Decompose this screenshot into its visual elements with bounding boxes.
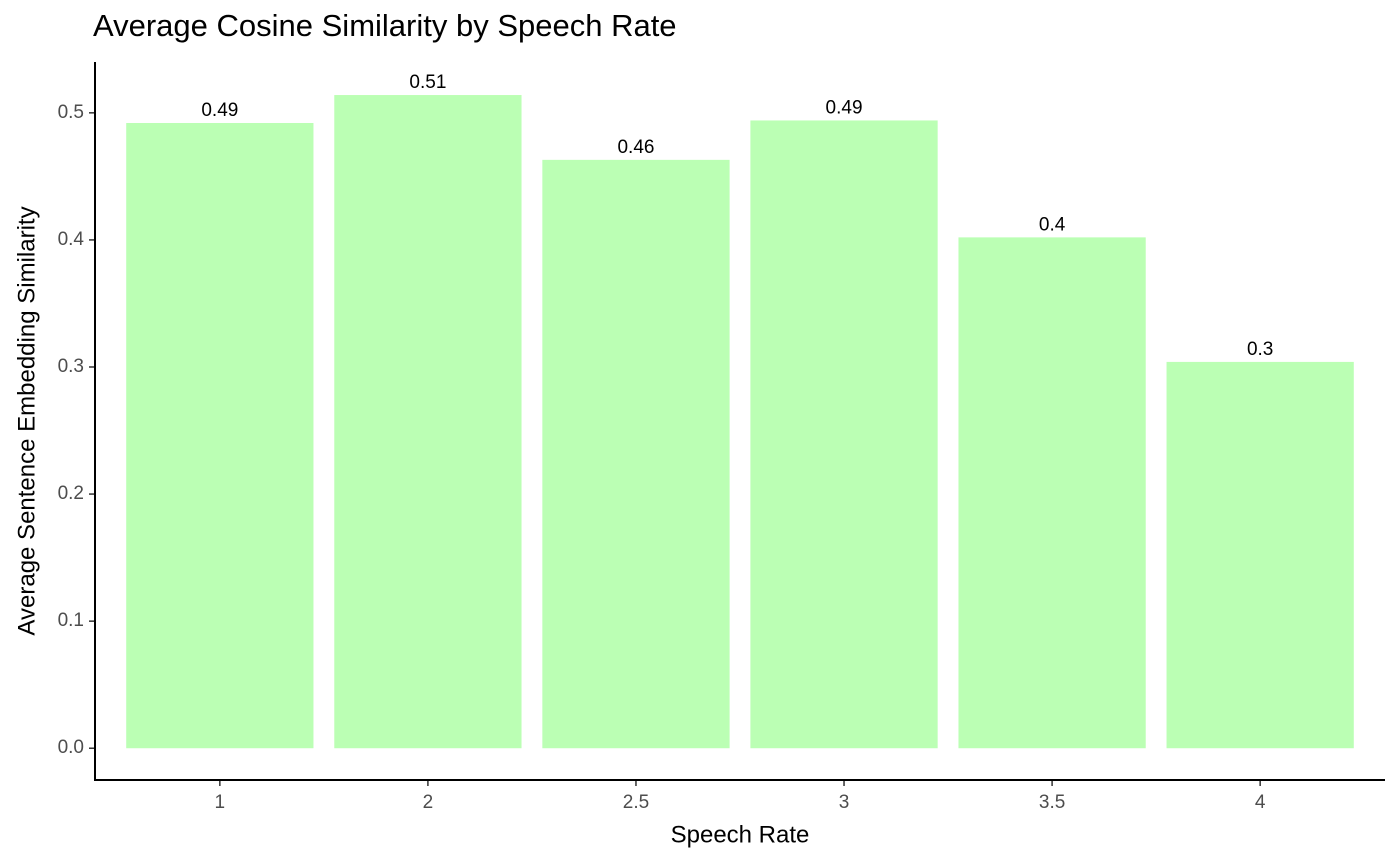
x-tick-label: 4 <box>1255 792 1266 813</box>
x-tick-label: 3.5 <box>1039 792 1065 813</box>
bar <box>958 237 1146 749</box>
chart-title: Average Cosine Similarity by Speech Rate <box>93 8 677 43</box>
value-label: 0.51 <box>409 72 446 93</box>
value-label: 0.4 <box>1039 214 1066 235</box>
y-tick-label: 0.1 <box>58 610 84 631</box>
x-tick-label: 2 <box>423 792 434 813</box>
bar <box>1166 361 1354 749</box>
y-tick-label: 0.5 <box>58 102 84 123</box>
y-tick-label: 0.4 <box>58 229 85 250</box>
y-tick-label: 0.2 <box>58 483 84 504</box>
x-axis-title: Speech Rate <box>671 821 810 848</box>
bar <box>750 120 938 749</box>
bar <box>542 159 730 749</box>
x-tick-label: 1 <box>215 792 226 813</box>
x-tick-label: 3 <box>839 792 850 813</box>
y-axis-title: Average Sentence Embedding Similarity <box>13 206 40 635</box>
value-label: 0.46 <box>617 137 654 158</box>
x-tick-label: 2.5 <box>623 792 649 813</box>
y-tick-label: 0.0 <box>58 737 84 758</box>
bar <box>334 95 522 749</box>
bar <box>126 122 314 749</box>
value-label: 0.3 <box>1247 339 1273 360</box>
value-label: 0.49 <box>201 100 238 121</box>
value-label: 0.49 <box>826 97 863 118</box>
y-tick-label: 0.3 <box>58 356 84 377</box>
